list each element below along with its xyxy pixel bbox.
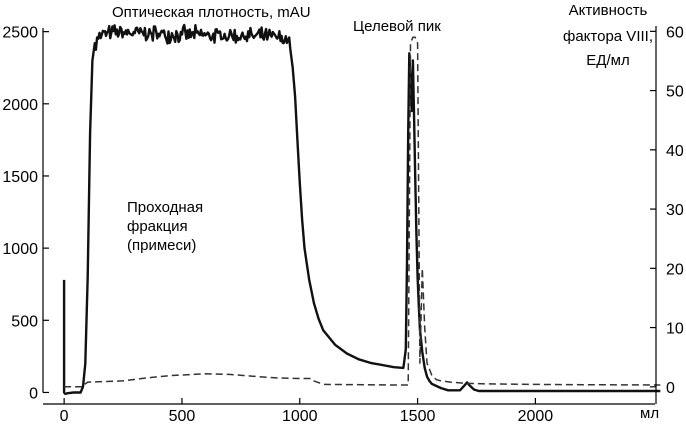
left-tick-label: 1000 (2, 241, 38, 258)
right-tick-label: 40 (666, 143, 684, 160)
axes: 0 500 1000 1500 2000 2500 0 500 1000 1500 2000 0 10 2… (2, 24, 683, 425)
activity-series-line (64, 36, 661, 388)
flowthrough-annotation-line-2: фракция (127, 218, 188, 235)
target-peak-annotation: Целевой пик (353, 18, 441, 35)
x-axis-unit-label: мл (640, 405, 659, 422)
left-tick-label: 500 (11, 313, 38, 330)
right-tick-label: 20 (666, 261, 684, 278)
right-tick-label: 50 (666, 84, 684, 101)
right-axis-title-line-2: фактора VIII, (563, 28, 653, 45)
right-axis-title-line-3: ЕД/мл (586, 52, 629, 69)
right-tick-label: 0 (666, 380, 675, 397)
right-tick-label: 60 (666, 24, 684, 41)
absorbance-series-line (62, 23, 661, 396)
x-tick-label: 2000 (518, 408, 554, 425)
right-tick-label: 30 (666, 202, 684, 219)
left-tick-label: 1500 (2, 169, 38, 186)
plot-lines (62, 23, 661, 396)
left-tick-label: 2000 (2, 97, 38, 114)
left-tick-label: 2500 (2, 25, 38, 42)
x-tick-label: 1500 (400, 408, 436, 425)
left-tick-label: 0 (29, 385, 38, 402)
flowthrough-annotation-line-1: Проходная (127, 199, 203, 216)
x-tick-label: 0 (60, 408, 69, 425)
right-axis-title-line-1: Активность (569, 2, 648, 19)
x-tick-label: 1000 (282, 408, 318, 425)
y-axis-title-left: Оптическая плотность, mAU (112, 4, 311, 21)
x-tick-label: 500 (169, 408, 196, 425)
right-tick-label: 10 (666, 321, 684, 338)
flowthrough-annotation-line-3: (примеси) (127, 237, 196, 254)
